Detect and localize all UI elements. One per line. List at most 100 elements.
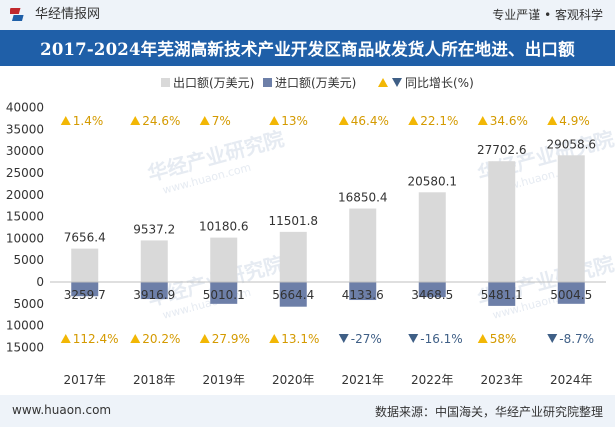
export-growth-up-triangle-icon	[60, 116, 71, 125]
import-bar	[349, 282, 377, 301]
y-axis: 40000 35000 30000 25000 20000 15000 10000 5000 0…	[6, 101, 44, 355]
legend-label-import: 进口额(万美元)	[275, 76, 356, 90]
x-tick-label: 2020年	[272, 373, 315, 387]
export-growth-up-triangle-icon	[199, 116, 210, 125]
import-value-label: 5010.1	[203, 288, 245, 302]
export-growth-label: 7%	[212, 114, 231, 128]
import-value-label: 3468.5	[411, 288, 453, 302]
import-value-label: 3259.7	[64, 288, 106, 302]
export-bar	[210, 237, 238, 282]
import-growth-up-triangle-icon	[269, 334, 280, 343]
import-growth-label: -8.7%	[559, 332, 594, 346]
import-value-label: 3916.9	[133, 288, 175, 302]
y-tick-label: 10000	[6, 319, 44, 333]
export-bar	[349, 208, 377, 282]
y-tick-label: 15000	[6, 340, 44, 354]
import-bar	[279, 282, 307, 307]
export-bar	[71, 248, 99, 282]
export-growth-up-triangle-icon	[547, 116, 558, 125]
export-bar	[279, 231, 307, 282]
import-growth-down-triangle-icon	[408, 334, 419, 343]
import-growth-label: 58%	[490, 332, 517, 346]
x-tick-label: 2019年	[202, 373, 245, 387]
brand-name: 华经情报网	[35, 7, 101, 22]
import-growth-label: 13.1%	[281, 332, 319, 346]
export-value-label: 7656.4	[64, 231, 106, 245]
export-bar	[557, 155, 585, 282]
export-value-label: 27702.6	[477, 143, 527, 157]
export-bar	[140, 240, 168, 282]
import-growth-up-triangle-icon	[130, 334, 141, 343]
bars	[71, 155, 585, 307]
import-value-label: 4133.6	[342, 288, 384, 302]
y-tick-label: 35000	[6, 122, 44, 136]
x-axis: 2017年 2018年 2019年 2020年 2021年 2022年 2023年 2024年	[50, 281, 606, 387]
x-tick-label: 2017年	[63, 373, 106, 387]
export-growth-up-triangle-icon	[408, 116, 419, 125]
export-growth-label: 13%	[281, 114, 308, 128]
legend-up-triangle-icon	[378, 78, 388, 87]
export-growth-label: 24.6%	[142, 114, 180, 128]
footer-site: www.huaon.com	[12, 403, 112, 417]
y-tick-label: 30000	[6, 144, 44, 158]
footer-source: 数据来源：中国海关，华经产业研究院整理	[374, 405, 603, 419]
x-tick-label: 2022年	[411, 373, 454, 387]
import-growth-label: 20.2%	[142, 332, 180, 346]
import-bar	[140, 282, 168, 300]
export-bar	[418, 192, 446, 282]
export-growth-up-triangle-icon	[269, 116, 280, 125]
import-value-label: 5004.5	[550, 288, 592, 302]
y-tick-label: 15000	[6, 210, 44, 224]
x-tick-label: 2024年	[550, 373, 593, 387]
import-growth-label: -16.1%	[420, 332, 462, 346]
export-growth-label: 46.4%	[351, 114, 389, 128]
y-tick-label: 10000	[6, 231, 44, 245]
import-growth-label: -27%	[351, 332, 382, 346]
import-value-label: 5481.1	[481, 288, 523, 302]
import-growth-up-triangle-icon	[60, 334, 71, 343]
legend: 出口额(万美元) 进口额(万美元) 同比增长(%)	[161, 76, 474, 90]
top-bar: 华经情报网 专业严谨 • 客观科学	[0, 0, 615, 30]
export-growth-label: 22.1%	[420, 114, 458, 128]
legend-swatch-import	[263, 78, 272, 87]
export-value-label: 11501.8	[268, 214, 318, 228]
data-labels: 7656.4 9537.2 10180.6 11501.8 16850.4 20580.1…	[60, 114, 596, 346]
x-tick-label: 2021年	[341, 373, 384, 387]
import-growth-down-triangle-icon	[547, 334, 558, 343]
legend-label-export: 出口额(万美元)	[173, 76, 254, 90]
export-growth-label: 34.6%	[490, 114, 528, 128]
chart-title: 2017-2024年芜湖高新技术产业开发区商品收发货人所在地进、出口额	[40, 40, 575, 59]
footer: www.huaon.com 数据来源：中国海关，华经产业研究院整理	[0, 395, 615, 427]
import-growth-down-triangle-icon	[338, 334, 349, 343]
import-bar	[557, 282, 585, 304]
import-growth-label: 112.4%	[73, 332, 119, 346]
import-value-label: 5664.4	[272, 288, 314, 302]
export-growth-label: 1.4%	[73, 114, 104, 128]
export-growth-up-triangle-icon	[477, 116, 488, 125]
export-growth-label: 4.9%	[559, 114, 590, 128]
logo-icon	[10, 8, 24, 21]
import-bar	[488, 282, 516, 306]
import-bar	[71, 282, 99, 297]
import-bar	[210, 282, 238, 304]
import-bar	[418, 282, 446, 298]
y-tick-label: 20000	[6, 188, 44, 202]
export-value-label: 9537.2	[133, 222, 175, 236]
import-growth-up-triangle-icon	[199, 334, 210, 343]
export-value-label: 16850.4	[338, 191, 388, 205]
legend-swatch-export	[161, 78, 170, 87]
legend-down-triangle-icon	[392, 78, 402, 87]
y-tick-label: 5000	[13, 297, 44, 311]
export-bar	[488, 161, 516, 282]
export-growth-up-triangle-icon	[338, 116, 349, 125]
title-bar: 2017-2024年芜湖高新技术产业开发区商品收发货人所在地进、出口额	[0, 30, 615, 66]
x-tick-label: 2023年	[480, 373, 523, 387]
y-tick-label: 5000	[13, 253, 44, 267]
y-tick-label: 25000	[6, 166, 44, 180]
import-growth-up-triangle-icon	[477, 334, 488, 343]
brand: 华经情报网	[10, 6, 100, 24]
export-value-label: 29058.6	[546, 137, 596, 151]
export-value-label: 20580.1	[407, 174, 457, 188]
y-tick-label: 40000	[6, 101, 44, 115]
